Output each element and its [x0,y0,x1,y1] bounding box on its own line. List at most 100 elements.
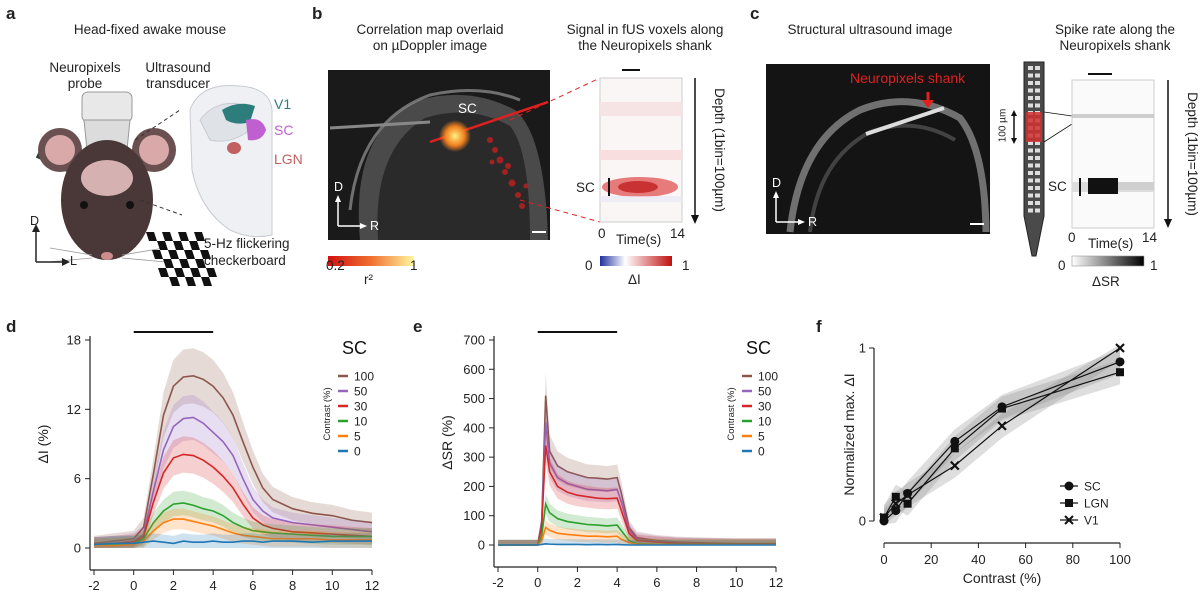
panel-f-y-tick-label: 1 [859,341,866,356]
panel-d-y-tick-label: 6 [74,471,81,486]
panel-d-series-band-0 [94,533,372,548]
shank-site [1035,73,1040,78]
panel-e-legend-label-50: 50 [758,385,772,399]
panel-e-y-tick-label: 300 [463,450,485,465]
panel-e-legend-label-30: 30 [758,400,772,414]
panel-d-series-line-100 [93,375,373,545]
panel-f-marker-LGN [1116,368,1124,377]
shank-site [1035,96,1040,100]
panel-d-x-tick-label: 4 [210,578,217,593]
axis-label-d-c: D [772,176,782,190]
panel-f-band-SC [884,349,1120,525]
panel-d-series-band-100 [94,348,372,548]
panel-e-legend-title: Contrast (%) [726,387,737,440]
panel-e-y-label: ΔSR (%) [439,415,455,469]
mouse-illustration [38,128,176,263]
panel-f-marker-V1 [879,512,889,523]
panel-d-x-tick-label: 6 [249,578,256,593]
checker-square [200,250,211,259]
region-label-v1: V1 [274,96,292,112]
panel-f-marker-V1 [997,421,1007,431]
panel-f-legend-label-V1: V1 [1084,514,1099,528]
panel-d-y-tick-label: 12 [67,402,81,417]
checker-square [174,268,185,277]
panel-f-legend-label-LGN: LGN [1084,497,1109,511]
panel-d-legend-label-50: 50 [354,385,368,399]
checker-square [168,250,179,259]
shank-site [1035,88,1040,93]
panel-e-y-tick-label: 100 [463,508,485,523]
panel-f-legend-label-SC: SC [1084,480,1101,494]
shank-site [1035,141,1040,145]
panel-d-series-line-5 [94,518,372,547]
panel-e-series-line-30 [498,445,776,546]
brain-3d [189,85,273,238]
axis-label-r-b: R [370,219,380,233]
panel-d-x-tick-label: 0 [130,578,137,593]
checker-square [185,277,196,286]
panel-f-x-tick-label: 100 [1109,552,1131,567]
panel-d-series-line-10 [93,502,372,547]
panel-e-x-tick-label: 10 [729,575,743,590]
shank-site [1028,73,1033,78]
shank-site [1035,171,1040,175]
panel-letter-f: f [816,317,822,336]
colorbar-delta-i [600,256,672,266]
cbar-di-label: ΔI [628,272,641,287]
panel-e-x-tick-label: 4 [614,575,621,590]
panel-e-x-tick-label: 2 [574,575,581,590]
heatmap-xmin-c: 0 [1068,230,1076,245]
panel-e-y-tick-label: 400 [463,420,485,435]
panel-d-series-band-10 [94,490,372,548]
panel-d-series-band-50 [94,394,372,548]
axis-label-r-c: R [808,215,818,229]
panel-e-legend-label-5: 5 [758,430,765,444]
shank-site [1028,156,1033,160]
panel-e-x-tick-label: 6 [653,575,660,590]
panel-d-legend-label-100: 100 [354,370,374,384]
panel-d-legend-label-10: 10 [354,415,368,429]
panel-d-title: SC [342,338,367,358]
panel-d-x-tick-label: 12 [365,578,379,593]
checker-square [173,241,184,250]
heatmap-xmin-b: 0 [598,226,606,241]
panel-f-legend-marker-LGN [1065,499,1073,507]
panel-f-marker-V1 [891,498,901,509]
panel-d-x-tick-label: -2 [88,578,100,593]
checker-square [179,259,190,268]
panel-letter-d: d [6,317,17,336]
checker-square [152,250,163,259]
panel-e-legend-label-100: 100 [758,370,778,384]
fus-signal-heatmap [599,69,683,223]
transducer-label-line1: Ultrasound [145,60,211,75]
checker-square [162,232,173,241]
stimulus-label-line1: 5-Hz flickering [204,236,290,251]
cbar-di-min: 0 [585,258,593,273]
checker-square [206,268,217,277]
panel-letter-c: c [750,4,760,23]
panel-e-x-tick-label: -2 [492,575,504,590]
panel-d-series-line-50 [93,416,373,546]
panel-c-title-left: Structural ultrasound image [787,22,953,37]
panel-e-y-tick-label: 0 [478,538,485,553]
panel-e-x-tick-label: 12 [769,575,783,590]
panel-d-legend-title: Contrast (%) [322,387,333,440]
checker-square [157,241,168,250]
cbar-r2-label: r² [364,272,373,287]
panel-f-marker-V1 [950,460,960,471]
panel-e-y-tick-label: 500 [463,391,485,406]
panel-e-y-tick-label: 700 [463,333,485,348]
cbar-dsr-max: 1 [1150,258,1158,273]
panel-letter-b: b [312,4,323,23]
sc-label-doppler: SC [458,101,477,116]
checker-square [189,241,200,250]
panel-d-legend-label-0: 0 [354,445,361,459]
shank-site [1028,66,1033,70]
checker-square [201,277,212,286]
region-label-lgn: LGN [274,151,303,167]
transducer-label-line2: transducer [146,76,210,91]
shank-site [1028,103,1033,108]
